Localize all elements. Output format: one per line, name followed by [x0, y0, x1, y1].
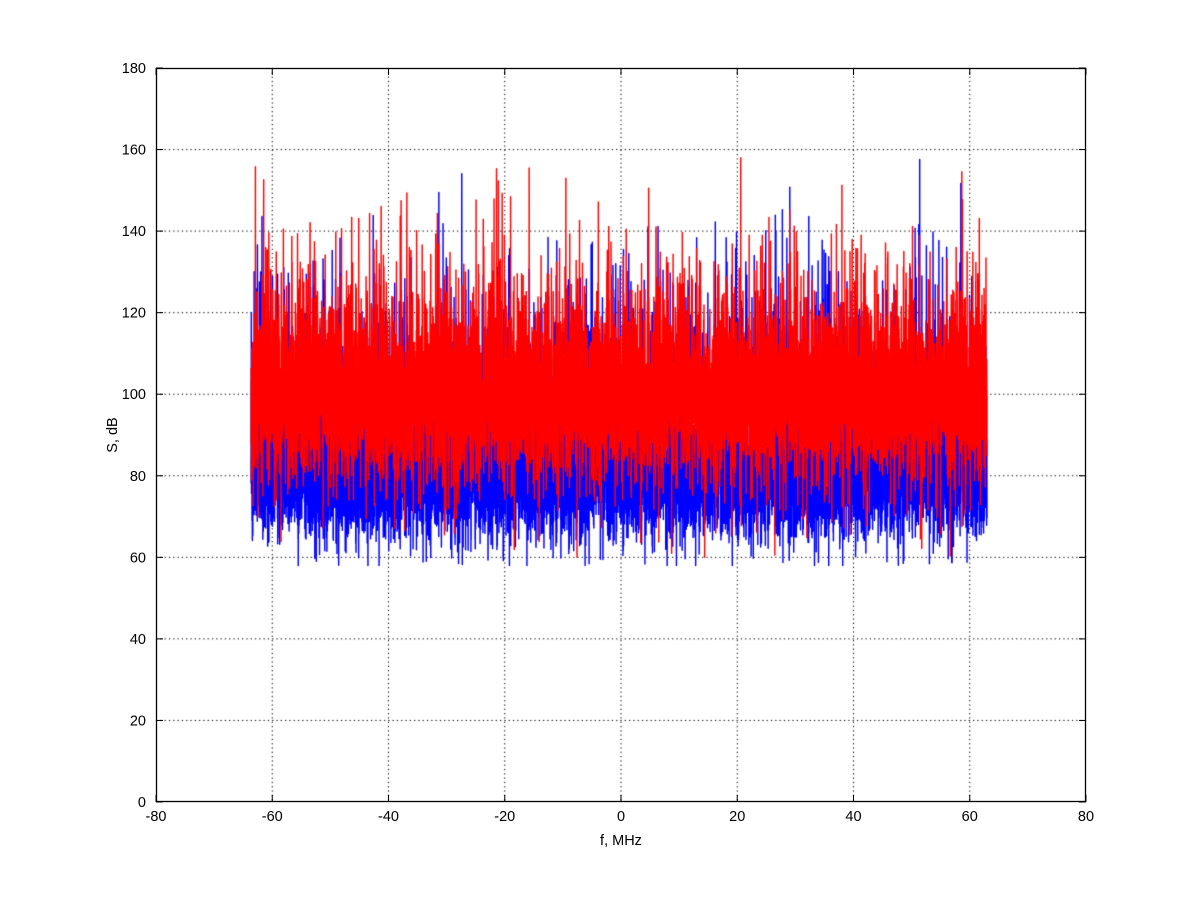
svg-text:0: 0 — [617, 809, 625, 825]
svg-text:180: 180 — [122, 61, 146, 77]
svg-text:160: 160 — [122, 143, 146, 159]
svg-text:40: 40 — [130, 632, 146, 648]
svg-text:120: 120 — [122, 306, 146, 322]
svg-text:0: 0 — [138, 795, 146, 811]
svg-text:140: 140 — [122, 224, 146, 240]
svg-text:40: 40 — [845, 809, 861, 825]
svg-text:-60: -60 — [262, 809, 283, 825]
svg-text:20: 20 — [729, 809, 745, 825]
svg-text:60: 60 — [130, 550, 146, 566]
svg-text:-20: -20 — [494, 809, 515, 825]
svg-text:-80: -80 — [146, 809, 167, 825]
svg-text:-40: -40 — [378, 809, 399, 825]
svg-text:20: 20 — [130, 713, 146, 729]
svg-text:100: 100 — [122, 387, 146, 403]
svg-text:80: 80 — [130, 469, 146, 485]
svg-text:f, MHz: f, MHz — [600, 833, 642, 849]
svg-text:S, dB: S, dB — [105, 417, 121, 452]
svg-text:80: 80 — [1078, 809, 1094, 825]
svg-text:60: 60 — [962, 809, 978, 825]
